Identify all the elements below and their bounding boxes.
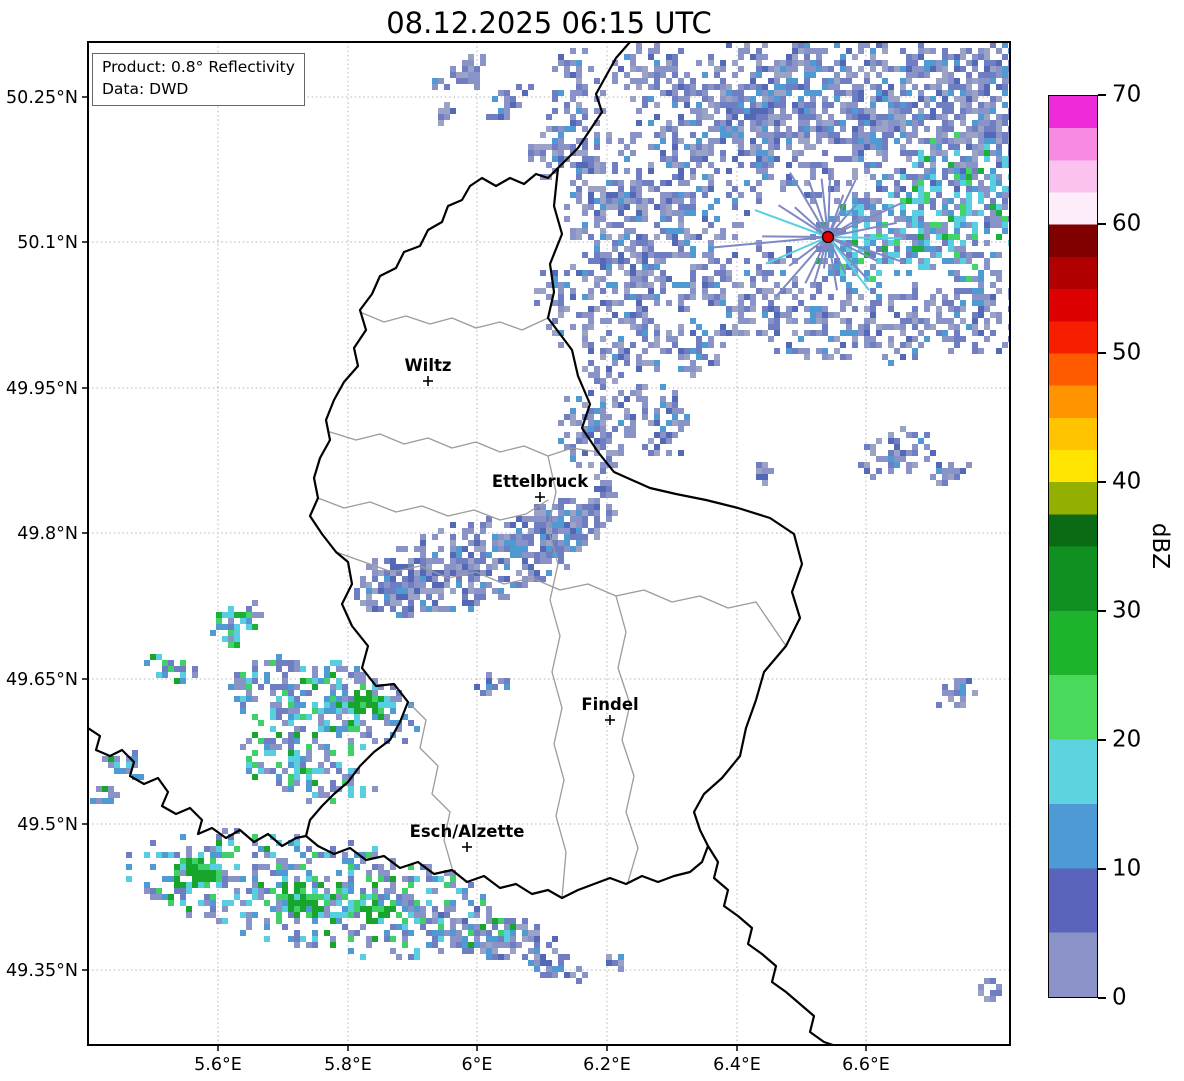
radar-site-marker bbox=[821, 230, 835, 244]
x-tick-label: 5.6°E bbox=[194, 1055, 242, 1075]
national-border-line bbox=[88, 726, 308, 848]
y-tick-label: 49.5°N bbox=[17, 815, 78, 835]
colorbar-axis-label: dBZ bbox=[1147, 522, 1173, 570]
product-info-box: Product: 0.8° Reflectivity Data: DWD bbox=[92, 53, 305, 107]
y-tick-label: 50.25°N bbox=[6, 88, 78, 108]
colorbar-tick-label: 20 bbox=[1112, 726, 1142, 753]
colorbar-tick-mark bbox=[1098, 997, 1106, 999]
city-label: Wiltz bbox=[404, 356, 451, 375]
x-tick-label: 5.8°E bbox=[324, 1055, 372, 1075]
region-border-line bbox=[329, 431, 599, 457]
city-marker: Findel bbox=[581, 695, 639, 725]
region-border-line bbox=[547, 455, 567, 899]
region-border-line bbox=[359, 311, 549, 331]
city-marker: Wiltz bbox=[404, 356, 452, 386]
x-tick-label: 6.2°E bbox=[583, 1055, 631, 1075]
city-marker: Ettelbruck bbox=[492, 472, 589, 502]
city-label: Findel bbox=[581, 695, 638, 714]
luxembourg-border bbox=[304, 166, 804, 900]
city-markers: Wiltz Ettelbruck Findel Esch/Alzette bbox=[404, 356, 639, 852]
y-tick-label: 49.95°N bbox=[6, 379, 78, 399]
colorbar-tick-label: 30 bbox=[1112, 597, 1142, 624]
national-border-line bbox=[706, 844, 837, 1045]
city-label: Ettelbruck bbox=[492, 472, 589, 491]
radar-echoes bbox=[90, 42, 1010, 1002]
x-tick-label: 6.4°E bbox=[713, 1055, 761, 1075]
region-border-line bbox=[407, 701, 453, 869]
colorbar-tick-label: 40 bbox=[1112, 468, 1142, 495]
region-border-line bbox=[615, 595, 639, 883]
region-borders bbox=[317, 311, 787, 899]
colorbar-tick-mark bbox=[1098, 94, 1106, 96]
x-tick-label: 6°E bbox=[462, 1055, 493, 1075]
colorbar-tick-mark bbox=[1098, 223, 1106, 225]
colorbar-tick-mark bbox=[1098, 481, 1106, 483]
region-border-line bbox=[335, 551, 787, 647]
data-source-label: Data: DWD bbox=[102, 79, 189, 98]
country-borders bbox=[88, 42, 837, 1045]
colorbar bbox=[1048, 95, 1098, 998]
axis-ticks: 5.6°E 5.8°E 6°E 6.2°E 6.4°E 6.6°E 50.25°N 50.1°… bbox=[6, 88, 890, 1075]
national-border-line bbox=[556, 42, 632, 170]
colorbar-tick-mark bbox=[1098, 610, 1106, 612]
colorbar-tick-label: 0 bbox=[1112, 984, 1127, 1011]
plot-frame bbox=[87, 41, 1011, 1046]
y-tick-label: 49.8°N bbox=[17, 524, 78, 544]
colorbar-tick-label: 50 bbox=[1112, 339, 1142, 366]
region-border-line bbox=[317, 497, 549, 521]
x-tick-label: 6.6°E bbox=[842, 1055, 890, 1075]
colorbar-tick-label: 70 bbox=[1112, 81, 1142, 108]
y-tick-label: 50.1°N bbox=[17, 233, 78, 253]
y-tick-label: 49.65°N bbox=[6, 670, 78, 690]
colorbar-tick-mark bbox=[1098, 352, 1106, 354]
colorbar-tick-label: 60 bbox=[1112, 210, 1142, 237]
colorbar-tick-mark bbox=[1098, 739, 1106, 741]
colorbar-tick-label: 10 bbox=[1112, 855, 1142, 882]
y-tick-label: 49.35°N bbox=[6, 961, 78, 981]
page-title: 08.12.2025 06:15 UTC bbox=[386, 6, 712, 40]
city-label: Esch/Alzette bbox=[410, 822, 525, 841]
radar-site-dot bbox=[821, 230, 835, 244]
colorbar-tick-mark bbox=[1098, 868, 1106, 870]
city-marker: Esch/Alzette bbox=[410, 822, 525, 852]
product-label: Product: 0.8° Reflectivity bbox=[102, 58, 295, 76]
